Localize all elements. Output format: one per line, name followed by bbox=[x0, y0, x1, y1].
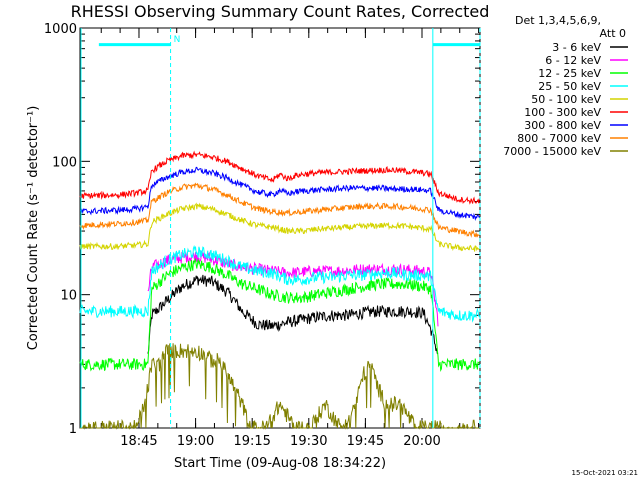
y-tick-label: 100 bbox=[52, 155, 77, 170]
legend-label: 50 - 100 keV bbox=[531, 93, 601, 106]
series-line-6 bbox=[80, 166, 480, 221]
series-line-8 bbox=[80, 343, 480, 430]
legend-label: 12 - 25 keV bbox=[538, 67, 601, 80]
series-line-2 bbox=[79, 257, 480, 373]
y-tick-label: 10 bbox=[60, 289, 77, 304]
y-axis-label: Corrected Count Rate (s⁻¹ detector⁻¹) bbox=[26, 106, 41, 351]
series-line-3 bbox=[79, 244, 480, 323]
x-tick-label: 19:15 bbox=[233, 434, 270, 449]
legend-label: 300 - 800 keV bbox=[524, 119, 601, 132]
generation-timestamp: 15-Oct-2021 03:21 bbox=[572, 469, 638, 477]
x-tick-label: 19:30 bbox=[290, 434, 327, 449]
x-tick-label: 20:00 bbox=[403, 434, 440, 449]
legend-label: 3 - 6 keV bbox=[552, 41, 601, 54]
y-tick-label: 1 bbox=[69, 422, 77, 437]
series-line-0 bbox=[147, 274, 439, 355]
legend-header-line-2: Att 0 bbox=[600, 27, 626, 40]
plot-frame bbox=[79, 27, 481, 429]
legend-label: 25 - 50 keV bbox=[538, 80, 601, 93]
legend-label: 7000 - 15000 keV bbox=[503, 145, 601, 158]
night-marker-label: N bbox=[174, 35, 181, 45]
x-tick-label: 19:00 bbox=[177, 434, 214, 449]
legend-label: 100 - 300 keV bbox=[524, 106, 601, 119]
chart-title: RHESSI Observing Summary Count Rates, Co… bbox=[71, 2, 490, 21]
x-tick-label: 18:45 bbox=[120, 434, 157, 449]
legend-label: 6 - 12 keV bbox=[545, 54, 601, 67]
series-line-7 bbox=[79, 182, 480, 238]
series-line-4 bbox=[79, 202, 480, 252]
x-tick-label: 19:45 bbox=[347, 434, 384, 449]
legend-header-line-1: Det 1,3,4,5,6,9, bbox=[515, 14, 601, 27]
y-tick-label: 1000 bbox=[44, 22, 77, 37]
plot-area: 1 10 100 1000 18:45 19:00 19:15 19:30 19:45 20:00… bbox=[44, 22, 481, 449]
legend-label: 800 - 7000 keV bbox=[517, 132, 601, 145]
x-axis-label: Start Time (09-Aug-08 18:34:22) bbox=[174, 456, 386, 471]
series-line-5 bbox=[79, 150, 480, 205]
